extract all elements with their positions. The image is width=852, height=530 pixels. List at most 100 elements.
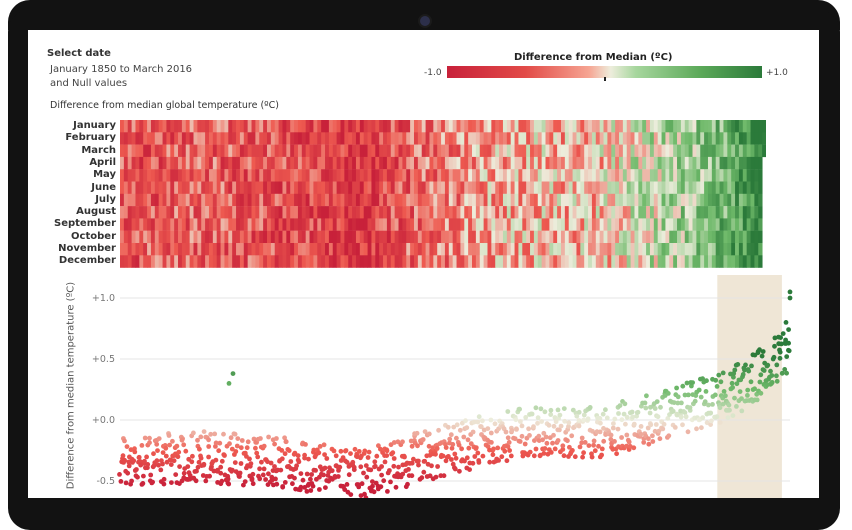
heatmap-cell[interactable] xyxy=(383,156,388,170)
heatmap-cell[interactable] xyxy=(603,206,608,219)
scatter-point[interactable] xyxy=(238,445,244,451)
heatmap-cell[interactable] xyxy=(410,206,415,219)
heatmap-cell[interactable] xyxy=(514,255,519,268)
scatter-point[interactable] xyxy=(213,457,219,463)
heatmap-cell[interactable] xyxy=(216,156,221,170)
heatmap-cell[interactable] xyxy=(216,181,221,195)
heatmap-cell[interactable] xyxy=(352,218,357,231)
scatter-point[interactable] xyxy=(585,416,591,422)
heatmap-cell[interactable] xyxy=(657,169,662,182)
heatmap-cell[interactable] xyxy=(502,156,508,170)
heatmap-cell[interactable] xyxy=(239,120,245,133)
heatmap-cell[interactable] xyxy=(127,206,133,219)
scatter-point[interactable] xyxy=(141,473,146,479)
scatter-point[interactable] xyxy=(433,474,439,480)
heatmap-cell[interactable] xyxy=(406,132,411,145)
heatmap-cell[interactable] xyxy=(278,255,283,268)
scatter-point[interactable] xyxy=(526,426,531,432)
scatter-point[interactable] xyxy=(364,474,370,480)
heatmap-cell[interactable] xyxy=(762,132,766,145)
heatmap-cell[interactable] xyxy=(278,144,283,158)
heatmap-cell[interactable] xyxy=(201,206,206,219)
heatmap-cell[interactable] xyxy=(147,156,152,170)
heatmap-cell[interactable] xyxy=(170,132,175,145)
heatmap-cell[interactable] xyxy=(646,255,651,268)
heatmap-cell[interactable] xyxy=(657,181,662,195)
heatmap-cell[interactable] xyxy=(495,243,500,256)
heatmap-cell[interactable] xyxy=(673,255,678,268)
scatter-point[interactable] xyxy=(368,467,374,473)
heatmap-cell[interactable] xyxy=(719,181,724,195)
heatmap-cell[interactable] xyxy=(649,181,655,195)
heatmap-cell[interactable] xyxy=(201,120,206,133)
heatmap-cell[interactable] xyxy=(232,206,237,219)
heatmap-cell[interactable] xyxy=(336,255,341,268)
scatter-point[interactable] xyxy=(122,457,127,463)
scatter-point[interactable] xyxy=(261,443,267,449)
heatmap-cell[interactable] xyxy=(197,218,202,231)
scatter-point[interactable] xyxy=(758,372,764,378)
heatmap-cell[interactable] xyxy=(433,181,438,195)
scatter-point[interactable] xyxy=(758,390,764,396)
heatmap-cell[interactable] xyxy=(143,181,148,195)
heatmap-cell[interactable] xyxy=(502,144,508,158)
heatmap-cell[interactable] xyxy=(294,206,299,219)
scatter-point[interactable] xyxy=(480,418,485,424)
heatmap-cell[interactable] xyxy=(363,181,368,195)
heatmap-cell[interactable] xyxy=(723,206,728,219)
scatter-point[interactable] xyxy=(489,440,494,445)
heatmap-cell[interactable] xyxy=(305,243,310,256)
heatmap-cell[interactable] xyxy=(305,144,310,158)
scatter-point[interactable] xyxy=(591,442,596,448)
heatmap-cell[interactable] xyxy=(746,230,751,244)
scatter-point[interactable] xyxy=(331,448,337,454)
heatmap-cell[interactable] xyxy=(545,206,550,219)
heatmap-cell[interactable] xyxy=(139,218,144,231)
scatter-point[interactable] xyxy=(450,442,456,447)
heatmap-cell[interactable] xyxy=(355,206,361,219)
heatmap-cell[interactable] xyxy=(649,230,655,244)
heatmap-cell[interactable] xyxy=(205,206,210,219)
scatter-point[interactable] xyxy=(459,446,464,452)
heatmap-cell[interactable] xyxy=(692,206,697,219)
heatmap-cell[interactable] xyxy=(522,255,527,268)
heatmap-cell[interactable] xyxy=(410,132,415,145)
heatmap-cell[interactable] xyxy=(224,218,229,231)
heatmap-cell[interactable] xyxy=(263,206,268,219)
heatmap-cell[interactable] xyxy=(665,193,670,207)
heatmap-cell[interactable] xyxy=(646,144,651,158)
heatmap-cell[interactable] xyxy=(448,132,454,145)
heatmap-cell[interactable] xyxy=(541,144,546,158)
heatmap-cell[interactable] xyxy=(375,243,380,256)
heatmap-cell[interactable] xyxy=(533,243,539,256)
scatter-point[interactable] xyxy=(603,407,608,413)
heatmap-cell[interactable] xyxy=(255,243,260,256)
heatmap-cell[interactable] xyxy=(263,243,268,256)
heatmap-cell[interactable] xyxy=(599,218,604,231)
heatmap-cell[interactable] xyxy=(212,243,218,256)
heatmap-cell[interactable] xyxy=(704,255,709,268)
heatmap-cell[interactable] xyxy=(499,255,504,268)
heatmap-cell[interactable] xyxy=(394,156,399,170)
heatmap-cell[interactable] xyxy=(208,169,214,182)
heatmap-cell[interactable] xyxy=(591,144,597,158)
heatmap-cell[interactable] xyxy=(410,181,415,195)
heatmap-cell[interactable] xyxy=(371,156,376,170)
heatmap-cell[interactable] xyxy=(549,218,554,231)
heatmap-cell[interactable] xyxy=(305,120,310,133)
heatmap-cell[interactable] xyxy=(425,169,430,182)
scatter-point[interactable] xyxy=(481,427,487,433)
heatmap-cell[interactable] xyxy=(224,169,229,182)
heatmap-cell[interactable] xyxy=(572,255,577,268)
heatmap-cell[interactable] xyxy=(522,144,527,158)
heatmap-cell[interactable] xyxy=(448,255,454,268)
heatmap-cell[interactable] xyxy=(294,169,299,182)
heatmap-cell[interactable] xyxy=(189,156,194,170)
heatmap-cell[interactable] xyxy=(622,169,628,182)
heatmap-cell[interactable] xyxy=(669,206,674,219)
heatmap-cell[interactable] xyxy=(754,181,759,195)
heatmap-cell[interactable] xyxy=(615,120,620,133)
heatmap-cell[interactable] xyxy=(588,243,593,256)
heatmap-cell[interactable] xyxy=(448,120,454,133)
heatmap-cell[interactable] xyxy=(537,230,543,244)
